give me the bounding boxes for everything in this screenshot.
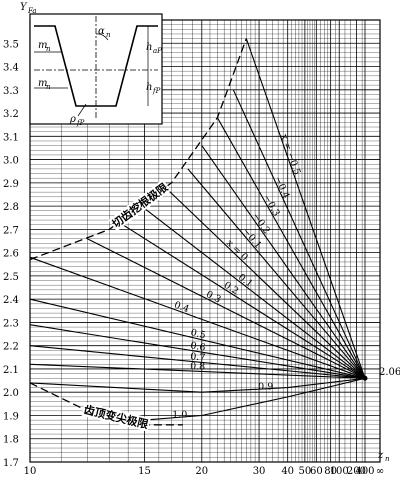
curve-label: 0.4 — [173, 300, 191, 315]
y-tick-label: 2.6 — [3, 249, 19, 260]
curve-labels: x = −0.5−0.4−0.3−0.2−0.1x = 00.10.20.30.… — [172, 133, 302, 421]
y-tick-label: 3.5 — [3, 39, 19, 50]
series-line — [29, 256, 366, 379]
hfp-label: h — [146, 82, 152, 93]
y-tick-label: 3.3 — [3, 86, 19, 97]
x-tick-label: 200 — [347, 466, 366, 477]
y-tick-label: 1.7 — [3, 458, 19, 469]
x-tick-label: 20 — [195, 466, 208, 477]
series-line — [29, 345, 366, 379]
y-tick-label: 2.0 — [3, 388, 19, 399]
y-tick-label: 2.8 — [3, 202, 19, 213]
boundary-line — [29, 382, 183, 426]
boundary-line — [29, 38, 247, 261]
y-tick-label: 1.9 — [3, 411, 19, 422]
convergence-point — [362, 375, 368, 381]
y-tick-label: 2.7 — [3, 225, 19, 236]
rho-sub: fP — [76, 119, 85, 127]
series-line — [29, 377, 366, 393]
y-tick-label: 3.0 — [3, 156, 19, 167]
boundary-label: 齿顶变尖极限 — [82, 402, 149, 431]
series-line — [187, 168, 366, 379]
y-tick-label: 3.2 — [3, 109, 19, 120]
x-tick-label: ∞ — [376, 466, 384, 477]
plot-frame — [29, 19, 381, 463]
convergence-label: 2.06 — [379, 367, 400, 378]
grid — [29, 19, 381, 463]
x-tick-label: 50 — [299, 466, 312, 477]
curve-label: 0.5 — [189, 327, 206, 341]
x-tick-label: 60 — [310, 466, 323, 477]
series-line — [216, 117, 366, 379]
series-line — [29, 363, 366, 379]
boundary-label-bg — [81, 401, 151, 432]
tooth-profile-inset: α n m n m n h aP h fP ρ fP — [29, 13, 163, 127]
x-axis-title: z — [377, 450, 384, 461]
y-tick-label: 3.1 — [3, 132, 19, 143]
x-axis-title-sub: n — [385, 455, 390, 463]
series-line — [87, 238, 366, 379]
alpha-sub: n — [106, 31, 111, 39]
m-label-2: m — [38, 78, 47, 89]
curve-label: 0.8 — [190, 361, 206, 373]
hfp-sub: fP — [152, 87, 161, 95]
y-tick-label: 2.1 — [3, 365, 19, 376]
x-tick-label: 10 — [24, 466, 37, 477]
curve-label: 0.7 — [190, 351, 206, 363]
curve-label: 0.9 — [258, 382, 273, 393]
x-tick-label: 400 — [355, 466, 374, 477]
curve-label: x = 0 — [224, 238, 250, 264]
curve-label: 0.6 — [190, 340, 207, 353]
series-line — [201, 145, 366, 379]
series-line — [232, 89, 366, 379]
y-tick-label: 2.2 — [3, 342, 19, 353]
y-axis-title-sub: Fa — [27, 7, 37, 15]
x-tick-label: 40 — [281, 466, 294, 477]
curve-label: 0.3 — [204, 289, 222, 306]
m-label-1: m — [38, 40, 47, 51]
hap-sub: aP — [153, 47, 162, 55]
rho-label: ρ — [69, 114, 76, 125]
axis-ticks: 1.7 1.8 1.9 2.0 2.1 2.2 2.3 2.4 2.5 2.6 2.7 2.8 2.9 3… — [3, 39, 384, 477]
x-tick-label: 100 — [330, 466, 349, 477]
series-line — [245, 38, 366, 379]
y-tick-label: 1.8 — [3, 435, 19, 446]
y-tick-label: 2.5 — [3, 272, 19, 283]
y-axis-title: Y — [20, 2, 28, 13]
boundary-label-bg — [108, 179, 172, 232]
x-tick-label: 15 — [138, 466, 151, 477]
hap-label: h — [146, 42, 152, 53]
y-tick-label: 3.4 — [3, 63, 19, 74]
x-tick-label: 30 — [253, 466, 266, 477]
series-line — [144, 207, 366, 379]
series-line — [29, 324, 366, 379]
series-line — [29, 298, 366, 379]
x-tick-label: 80 — [324, 466, 337, 477]
m-sub-2: n — [46, 83, 51, 91]
alpha-label: α — [98, 26, 105, 37]
curve-label: 1.0 — [172, 409, 187, 420]
y-tick-label: 2.9 — [3, 179, 19, 190]
series-line — [165, 187, 366, 379]
y-tick-label: 2.3 — [3, 318, 19, 329]
y-tick-label: 2.4 — [3, 295, 19, 306]
m-sub-1: n — [46, 45, 51, 53]
series-line — [118, 221, 366, 379]
